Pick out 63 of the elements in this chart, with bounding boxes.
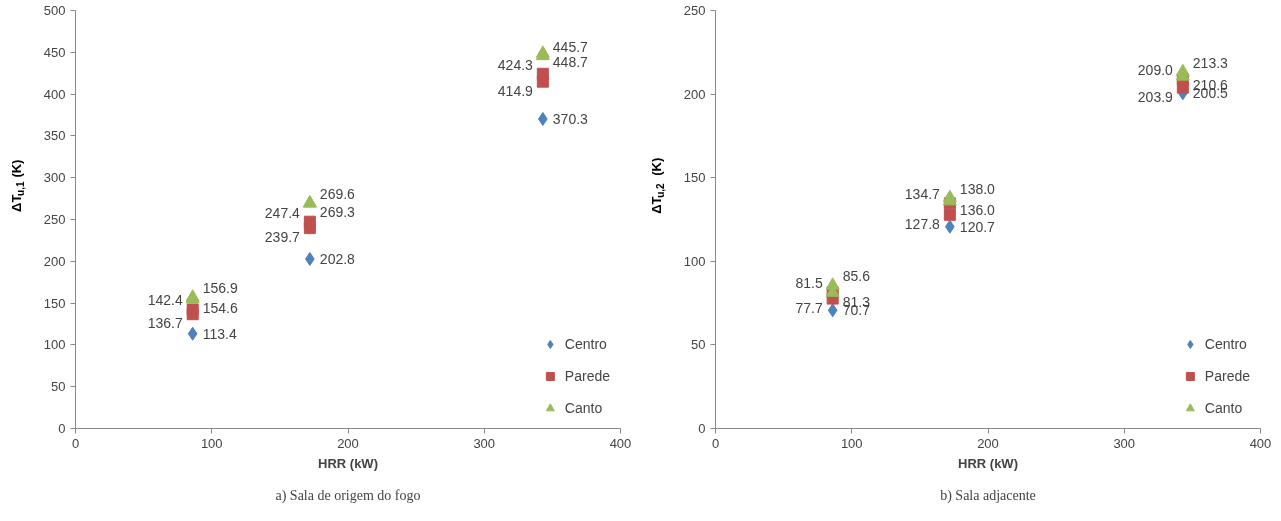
data-label: 85.6 bbox=[842, 268, 871, 285]
legend-label: Canto bbox=[1204, 400, 1243, 416]
y-tick-label: 100 bbox=[43, 337, 66, 353]
data-label: 448.7 bbox=[552, 54, 589, 71]
y-tick-label: 0 bbox=[58, 421, 66, 436]
x-tick-label: 300 bbox=[473, 435, 496, 451]
data-label: 136.7 bbox=[147, 315, 183, 332]
data-label: 247.4 bbox=[264, 204, 301, 221]
data-label: 113.4 bbox=[202, 325, 237, 342]
y-tick-label: 500 bbox=[43, 3, 66, 18]
x-tick-label: 0 bbox=[711, 435, 720, 451]
legend-label: Parede bbox=[1204, 368, 1250, 384]
y-tick-label: 250 bbox=[43, 212, 66, 227]
data-label: 213.3 bbox=[1192, 54, 1229, 71]
data-label: 424.3 bbox=[497, 56, 534, 73]
data-label: 445.7 bbox=[552, 38, 589, 55]
data-label: 136.0 bbox=[959, 202, 996, 219]
y-tick-label: 350 bbox=[43, 128, 66, 144]
data-label: 156.9 bbox=[202, 280, 238, 297]
x-axis-title: HRR (kW) bbox=[318, 455, 378, 471]
y-tick-label: 150 bbox=[683, 170, 706, 186]
text: b) Sala adjacente bbox=[940, 488, 1036, 504]
x-tick-label: 400 bbox=[609, 435, 632, 451]
x-tick-label: 100 bbox=[840, 435, 863, 451]
x-tick-label: 200 bbox=[337, 435, 359, 451]
y-tick-label: 50 bbox=[691, 337, 706, 353]
x-axis-title: HRR (kW) bbox=[958, 455, 1018, 471]
x-tick-label: 400 bbox=[1249, 435, 1272, 451]
data-label: 81.5 bbox=[795, 275, 823, 292]
data-label: 77.7 bbox=[795, 299, 823, 316]
x-tick-label: 300 bbox=[1113, 435, 1136, 451]
x-tick-label: 200 bbox=[977, 435, 999, 451]
legend-label: Parede bbox=[564, 368, 610, 384]
legend-label: Centro bbox=[1204, 336, 1247, 352]
legend-label: Centro bbox=[564, 336, 607, 352]
data-label: 138.0 bbox=[959, 180, 996, 197]
y-tick-label: 150 bbox=[43, 295, 66, 311]
y-tick-label: 100 bbox=[683, 253, 706, 269]
data-label: 269.6 bbox=[319, 186, 356, 203]
x-tick-label: 0 bbox=[71, 435, 80, 451]
y-tick-label: 200 bbox=[683, 86, 706, 102]
data-label: 202.8 bbox=[319, 250, 356, 267]
data-label: 142.4 bbox=[147, 292, 183, 309]
data-label: 414.9 bbox=[497, 82, 534, 99]
data-label: 120.7 bbox=[959, 218, 996, 235]
y-tick-label: 400 bbox=[43, 86, 66, 102]
y-tick-label: 300 bbox=[43, 170, 66, 186]
legend-label: Canto bbox=[564, 400, 603, 416]
data-label: 269.3 bbox=[319, 204, 356, 221]
data-label: 134.7 bbox=[904, 186, 941, 203]
data-label: 209.0 bbox=[1137, 62, 1174, 79]
data-label: 203.9 bbox=[1137, 88, 1174, 105]
data-label: 127.8 bbox=[904, 215, 941, 232]
y-tick-label: 0 bbox=[698, 421, 706, 436]
x-tick-label: 100 bbox=[200, 435, 223, 451]
data-label: 154.6 bbox=[202, 300, 238, 317]
text: a) Sala de origem do fogo bbox=[275, 488, 421, 504]
y-tick-label: 50 bbox=[51, 379, 66, 395]
y-tick-label: 200 bbox=[43, 253, 66, 269]
y-tick-label: 450 bbox=[43, 44, 66, 60]
y-tick-label: 250 bbox=[683, 3, 706, 18]
data-label: 239.7 bbox=[264, 229, 301, 246]
data-label: 370.3 bbox=[552, 110, 589, 127]
